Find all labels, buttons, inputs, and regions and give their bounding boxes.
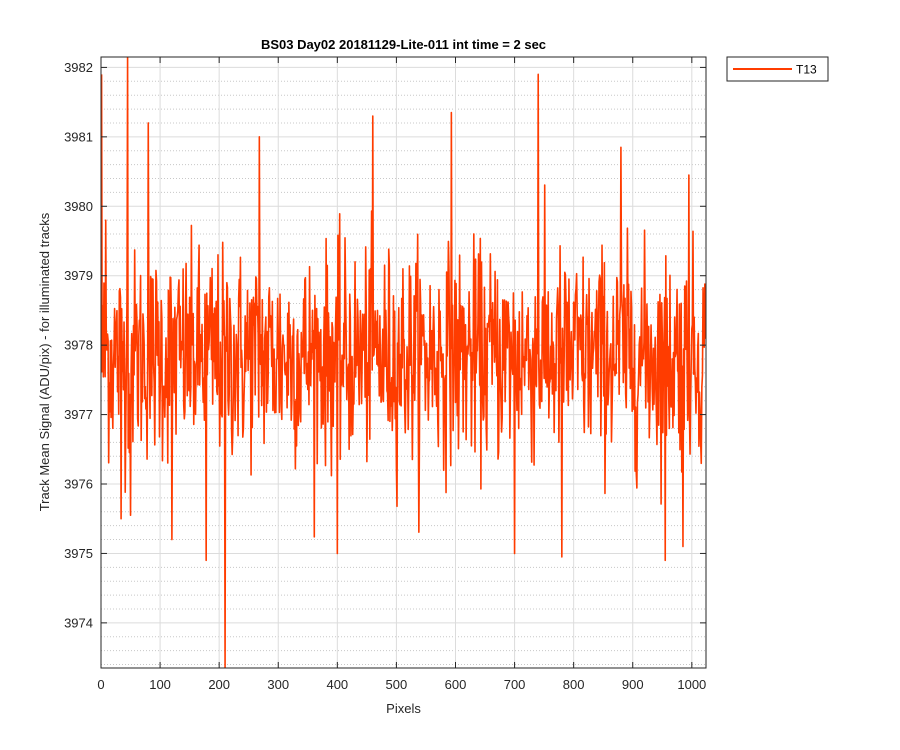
- y-axis-label: Track Mean Signal (ADU/pix) - for illumi…: [37, 212, 52, 511]
- x-tick-label: 100: [149, 677, 171, 692]
- x-tick-label: 300: [267, 677, 289, 692]
- x-tick-label: 500: [386, 677, 408, 692]
- series-line-t13: [101, 57, 706, 668]
- x-axis-label: Pixels: [386, 701, 421, 716]
- axis-ticks: [100, 57, 706, 668]
- y-tick-label: 3980: [64, 199, 93, 214]
- x-tick-label: 200: [208, 677, 230, 692]
- x-tick-label: 900: [622, 677, 644, 692]
- series-layer: [101, 57, 706, 668]
- x-tick-label: 700: [504, 677, 526, 692]
- y-tick-label: 3978: [64, 338, 93, 353]
- plot-frame: [100, 56, 707, 669]
- y-tick-label: 3974: [64, 615, 93, 630]
- y-tick-label: 3975: [64, 546, 93, 561]
- x-tick-label: 400: [326, 677, 348, 692]
- legend: T13: [726, 56, 829, 82]
- x-tick-label: 1000: [677, 677, 706, 692]
- y-tick-label: 3982: [64, 60, 93, 75]
- x-tick-label: 800: [563, 677, 585, 692]
- legend-label-t13: T13: [796, 63, 817, 77]
- x-tick-label: 0: [97, 677, 104, 692]
- y-tick-label: 3981: [64, 129, 93, 144]
- y-tick-label: 3976: [64, 477, 93, 492]
- y-tick-label: 3979: [64, 268, 93, 283]
- x-tick-label: 600: [445, 677, 467, 692]
- tick-labels: 0 100 200 300 400 500 600 700 800 900 1000 3974 3975…: [64, 60, 706, 692]
- chart-title: BS03 Day02 20181129-Lite-011 int time = …: [261, 37, 546, 52]
- y-tick-label: 3977: [64, 407, 93, 422]
